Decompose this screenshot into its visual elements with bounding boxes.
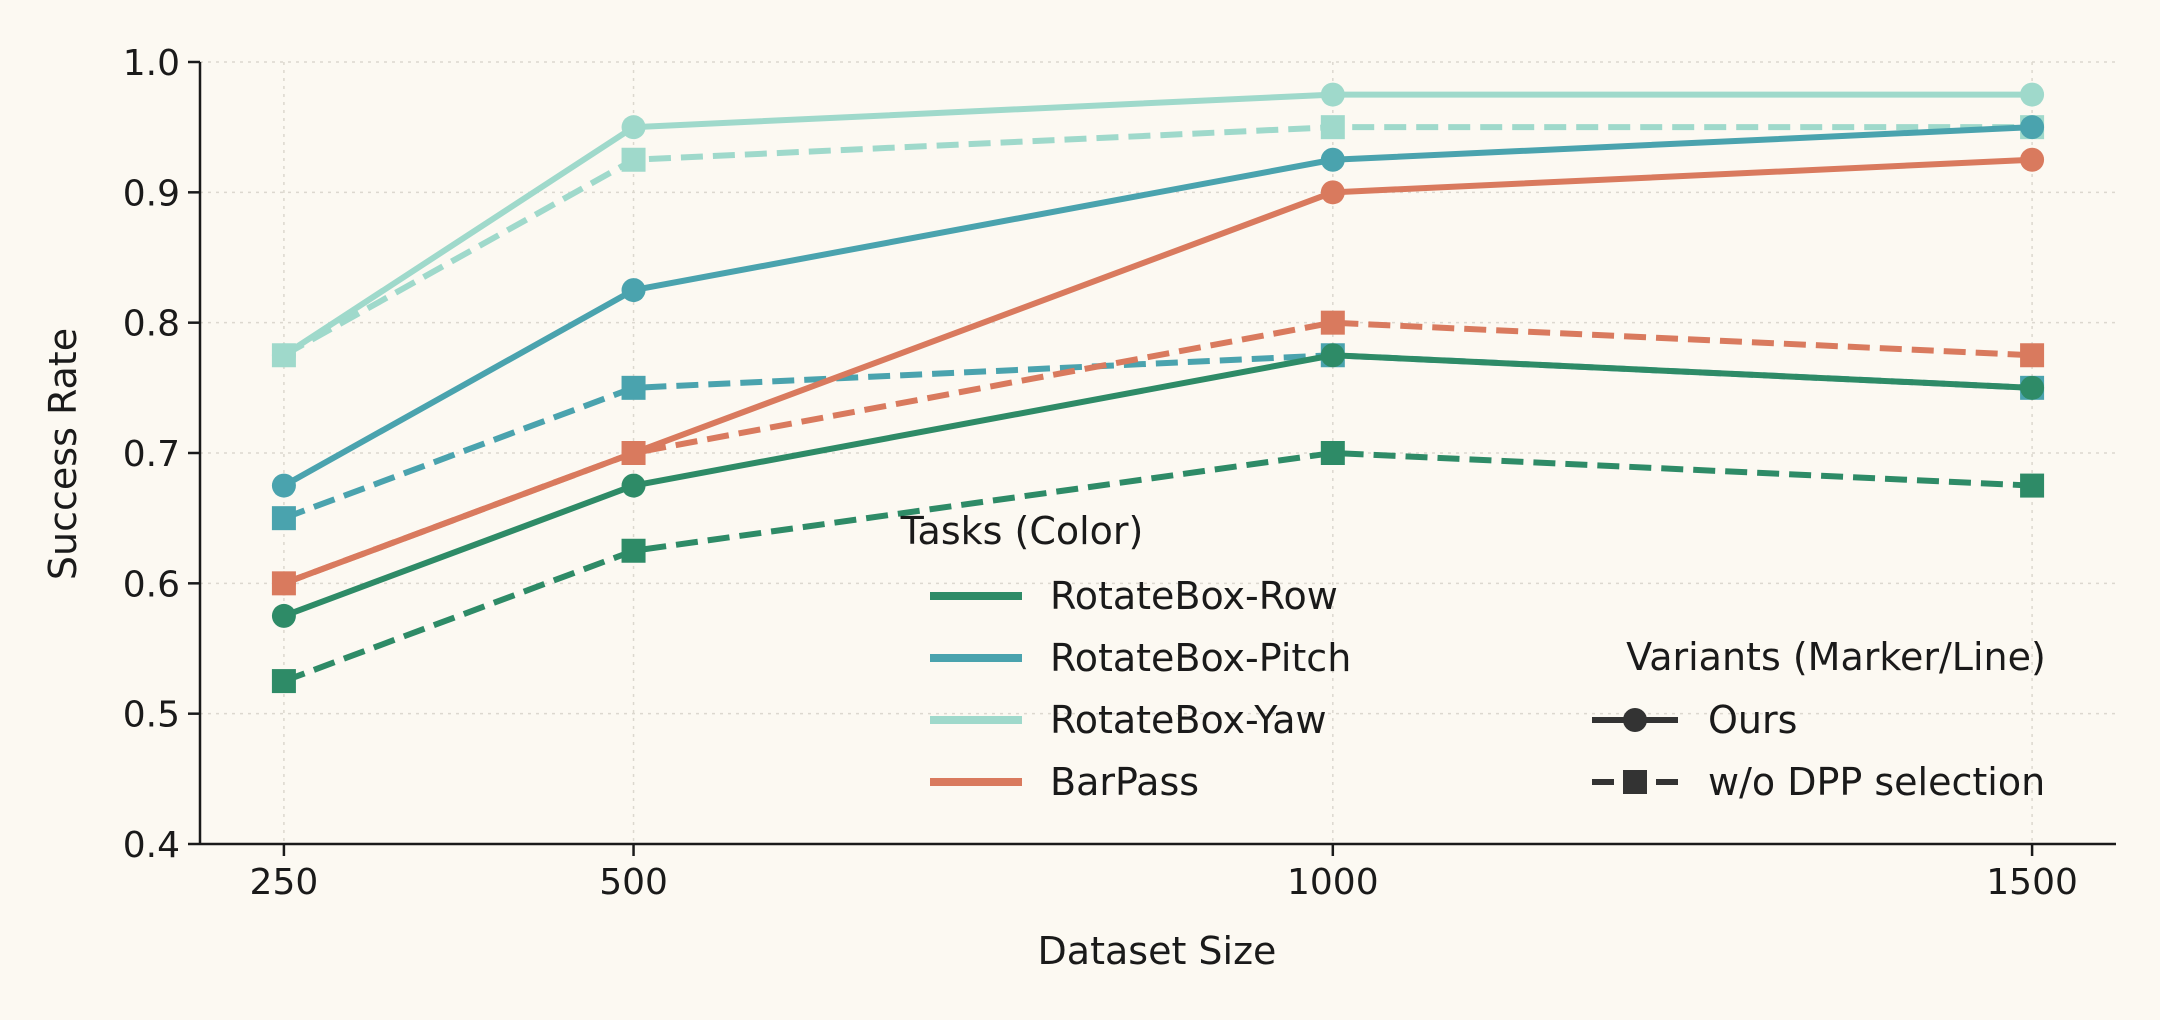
series-line	[282, 450, 2033, 684]
data-point	[271, 506, 296, 531]
series-rotatebox-pitch-ours	[271, 115, 2045, 498]
tasks-legend-title: Tasks (Color)	[900, 509, 1144, 553]
data-point	[2020, 375, 2045, 400]
y-tick-label: 0.5	[123, 695, 180, 736]
x-tick-label: 1500	[1986, 862, 2078, 903]
data-point	[2020, 343, 2045, 368]
x-tick-label: 250	[250, 862, 319, 903]
data-point	[271, 343, 296, 368]
y-tick-label: 0.6	[123, 564, 180, 605]
data-point	[271, 603, 296, 628]
x-tick-label: 500	[599, 862, 668, 903]
series-rotatebox-row-ours	[271, 343, 2045, 628]
y-tick-label: 0.7	[123, 434, 180, 475]
data-point	[621, 441, 646, 465]
series-rotatebox-yaw-ours	[271, 82, 2045, 368]
data-point	[2020, 147, 2045, 172]
legend-label: Ours	[1708, 698, 1797, 742]
series-barpass-ours	[271, 147, 2045, 596]
series-line	[282, 124, 2033, 489]
x-tick-label: 1000	[1287, 862, 1379, 903]
y-tick-label: 0.4	[123, 825, 180, 866]
y-tick-label: 0.9	[123, 173, 180, 214]
data-point	[1320, 441, 1345, 465]
data-point	[271, 473, 296, 498]
data-point	[271, 669, 296, 694]
axes: 0.4 0.5 0.6 0.7 0.8 0.9 1.0 250 500 1000 1500	[123, 43, 2116, 903]
series-line	[282, 352, 2033, 521]
series-line	[282, 91, 2033, 358]
data-point	[2020, 473, 2045, 498]
series-line	[282, 352, 2033, 619]
y-tick-label: 1.0	[123, 43, 180, 84]
data-point	[271, 571, 296, 596]
legend-label: RotateBox-Pitch	[1050, 636, 1351, 680]
data-point	[621, 538, 646, 563]
data-point	[1320, 180, 1345, 205]
legends: Tasks (Color) RotateBox-Row RotateBox-Pitc…	[900, 509, 2046, 804]
y-tick-label: 0.8	[123, 304, 180, 345]
series-group	[271, 82, 2045, 694]
data-point	[621, 473, 646, 498]
data-point	[2020, 115, 2045, 140]
x-axis-label: Dataset Size	[1038, 929, 1277, 973]
data-point	[1320, 115, 1345, 140]
legend-label: RotateBox-Yaw	[1050, 698, 1327, 742]
legend-marker	[1623, 708, 1647, 732]
legend-label: w/o DPP selection	[1708, 760, 2045, 804]
series-line	[282, 124, 2033, 358]
series-line	[282, 156, 2033, 587]
data-point	[1320, 310, 1345, 335]
data-point	[1320, 147, 1345, 172]
series-rotatebox-yaw-wo-dpp	[271, 115, 2045, 368]
data-point	[621, 115, 646, 140]
y-axis-label: Success Rate	[41, 328, 85, 580]
legend-label: RotateBox-Row	[1050, 574, 1338, 618]
series-rotatebox-pitch-wo-dpp	[271, 343, 2045, 531]
legend-label: BarPass	[1050, 760, 1199, 804]
variants-legend-title: Variants (Marker/Line)	[1626, 635, 2046, 679]
data-point	[1320, 343, 1345, 368]
data-point	[1320, 82, 1345, 107]
series-rotatebox-row-wo-dpp	[271, 441, 2045, 694]
data-point	[621, 147, 646, 172]
legend-marker	[1623, 770, 1647, 794]
data-point	[2020, 82, 2045, 107]
data-point	[621, 278, 646, 303]
data-point	[621, 375, 646, 400]
